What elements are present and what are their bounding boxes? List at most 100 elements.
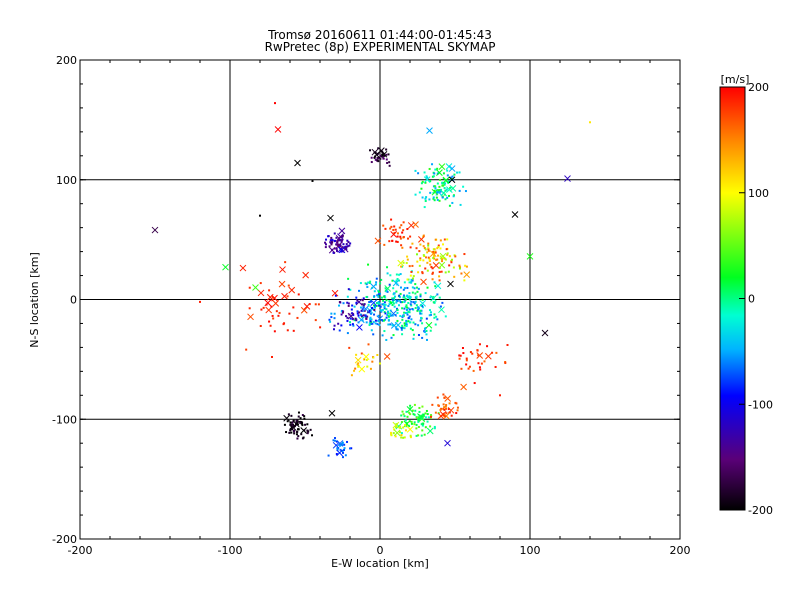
data-point xyxy=(368,301,371,304)
data-point xyxy=(458,354,461,357)
data-point-cross xyxy=(281,292,288,300)
data-point xyxy=(442,393,445,396)
data-point xyxy=(506,344,509,347)
data-point xyxy=(375,302,378,305)
data-point xyxy=(385,338,388,341)
data-point xyxy=(400,265,403,268)
data-point-cross xyxy=(446,186,453,194)
data-point xyxy=(444,271,447,274)
data-point xyxy=(295,433,298,436)
data-point xyxy=(402,436,405,439)
data-point xyxy=(423,247,426,250)
data-point xyxy=(303,417,306,420)
data-point xyxy=(424,181,427,184)
data-point xyxy=(391,298,394,301)
data-point xyxy=(418,250,421,253)
data-point xyxy=(456,409,459,412)
data-point xyxy=(486,345,489,348)
data-point xyxy=(373,290,376,293)
data-point xyxy=(462,185,465,188)
data-point-cross xyxy=(442,412,450,420)
data-point xyxy=(400,434,403,437)
data-point xyxy=(410,300,413,303)
data-point-cross xyxy=(426,127,433,135)
data-point xyxy=(356,312,359,315)
data-point xyxy=(446,174,449,177)
data-point xyxy=(415,304,418,307)
data-point xyxy=(412,275,415,278)
data-point xyxy=(389,227,392,230)
data-point-cross xyxy=(438,163,446,170)
data-point xyxy=(404,419,407,422)
data-point xyxy=(352,313,355,316)
data-point xyxy=(443,238,446,241)
data-point xyxy=(393,305,396,308)
data-point xyxy=(327,454,330,457)
data-point xyxy=(458,357,461,360)
data-point-cross xyxy=(332,441,340,449)
data-point xyxy=(400,436,403,439)
data-point xyxy=(440,270,443,273)
data-point-cross xyxy=(448,165,456,172)
data-point xyxy=(349,323,352,326)
data-point xyxy=(383,295,386,298)
data-point xyxy=(421,405,424,408)
data-point-cross xyxy=(371,148,379,156)
data-point xyxy=(301,437,304,440)
data-point xyxy=(409,404,412,407)
data-point-cross xyxy=(283,414,291,422)
data-point xyxy=(427,256,430,259)
data-point xyxy=(324,246,327,249)
data-point xyxy=(463,253,466,256)
data-point-cross xyxy=(444,439,451,447)
data-point-cross xyxy=(355,298,363,306)
data-point xyxy=(410,270,413,273)
data-point xyxy=(445,188,448,191)
data-point xyxy=(402,288,405,291)
data-point-cross xyxy=(374,237,382,245)
data-point-cross xyxy=(438,306,445,314)
data-point xyxy=(341,451,344,454)
data-point xyxy=(370,161,373,164)
data-point-cross xyxy=(338,246,346,254)
data-point xyxy=(329,239,332,242)
data-point xyxy=(422,234,425,237)
data-point xyxy=(275,310,278,313)
data-point xyxy=(350,374,353,377)
data-point xyxy=(390,218,393,221)
data-point xyxy=(401,314,404,317)
data-point xyxy=(426,286,429,289)
data-point-cross xyxy=(247,313,254,321)
data-point xyxy=(349,288,352,291)
data-point xyxy=(421,424,424,427)
data-point xyxy=(460,272,463,275)
data-point xyxy=(404,429,407,432)
data-point xyxy=(369,280,372,283)
data-point xyxy=(269,324,272,327)
data-point xyxy=(338,304,341,307)
data-point xyxy=(379,154,382,157)
data-point xyxy=(441,301,444,304)
data-point xyxy=(338,301,341,304)
data-point xyxy=(396,328,399,331)
data-point xyxy=(432,250,435,253)
data-point xyxy=(414,283,417,286)
data-point xyxy=(333,247,336,250)
data-point xyxy=(368,281,371,284)
data-point xyxy=(325,238,328,241)
data-point xyxy=(369,367,372,370)
data-point xyxy=(368,311,371,314)
data-point xyxy=(379,305,382,308)
data-point xyxy=(442,172,445,175)
data-point xyxy=(380,310,383,313)
data-point xyxy=(426,420,429,423)
chart-subtitle: RwPretec (8p) EXPERIMENTAL SKYMAP xyxy=(265,40,496,54)
data-point xyxy=(436,167,439,170)
data-point-cross xyxy=(392,421,400,429)
data-point xyxy=(421,322,424,325)
data-point xyxy=(330,316,333,319)
data-point xyxy=(400,244,403,247)
data-point xyxy=(382,299,385,302)
data-point-cross xyxy=(376,315,384,323)
data-point xyxy=(390,431,393,434)
